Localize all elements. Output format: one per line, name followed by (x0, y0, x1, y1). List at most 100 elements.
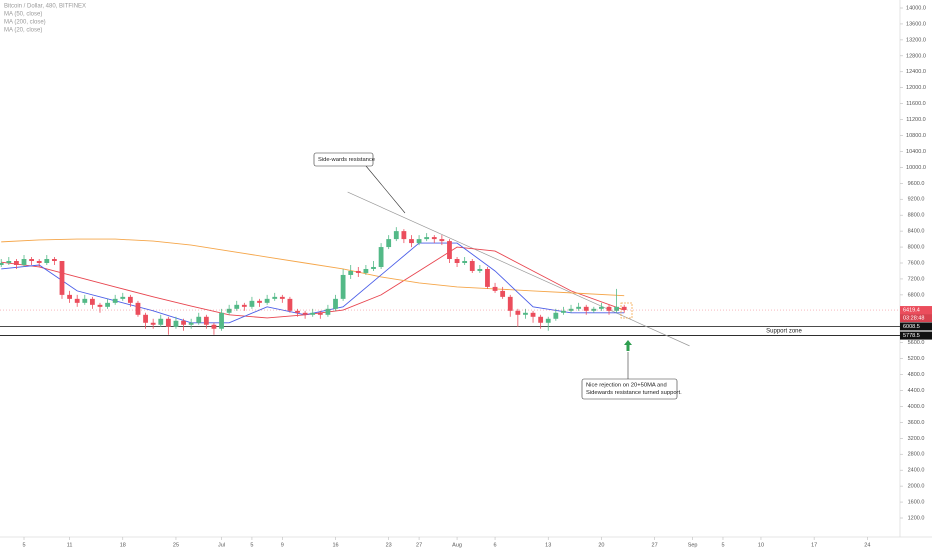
candle-body (469, 261, 475, 271)
candle-body (355, 270, 361, 273)
candle-body (51, 259, 57, 262)
candle-body (431, 237, 437, 240)
candle-body (545, 318, 551, 323)
last-price-label: 6419.4 (903, 307, 920, 313)
legend-entry: MA (50, close) (4, 12, 42, 18)
candle-body (158, 318, 164, 325)
y-tick-label: 8800.0 (908, 213, 925, 219)
countdown-bg (900, 314, 932, 323)
candle-body (515, 310, 521, 315)
y-tick-label: 10400.0 (906, 149, 926, 155)
candle-body (127, 296, 133, 303)
y-tick-label: 1600.0 (908, 500, 925, 506)
y-tick-label: 3600.0 (908, 420, 925, 426)
candle-body (591, 308, 597, 311)
candle-body (295, 310, 300, 313)
x-tick-label: 5 (721, 542, 724, 548)
y-tick-label: 11600.0 (906, 101, 925, 107)
candle-body (424, 237, 430, 240)
y-tick-label: 5600.0 (908, 340, 925, 346)
y-tick-label: 2800.0 (908, 452, 925, 458)
candle-body (439, 239, 445, 242)
annotation-box (313, 152, 374, 167)
candle-body (188, 322, 194, 325)
candle-body (165, 318, 171, 327)
legend-entry: MA (200, close) (4, 20, 46, 26)
candle-body (583, 306, 589, 311)
candle-body (302, 312, 308, 315)
candle-body (59, 261, 65, 295)
x-tick-label: 16 (332, 542, 338, 548)
candle-body (143, 314, 148, 323)
candle-body (234, 304, 240, 309)
candle-body (272, 296, 278, 299)
candle-body (447, 241, 452, 260)
x-tick-label: 11 (67, 542, 73, 548)
x-tick-label: 6 (494, 542, 497, 548)
support-label: Support zone (766, 329, 802, 335)
candle-body (317, 312, 323, 315)
candle-body (120, 296, 126, 299)
chart-title: Bitcoin / Dollar, 480, BITFINEX (4, 4, 86, 10)
y-tick-label: 12000.0 (906, 85, 926, 91)
candle-body (576, 306, 582, 309)
candle-body (401, 231, 407, 240)
candle-body (614, 306, 620, 311)
candle-body (82, 298, 88, 303)
candle-body (173, 320, 179, 327)
price-label-bg (900, 306, 932, 315)
candle-body (409, 239, 414, 244)
x-tick-label: Jul (218, 542, 225, 548)
y-tick-label: 6800.0 (908, 292, 925, 298)
candle-body (89, 298, 95, 305)
candle-body (485, 268, 490, 287)
callout-line (365, 165, 406, 214)
candle-body (492, 286, 498, 291)
candle-body (14, 261, 19, 265)
candle-body (378, 247, 384, 267)
y-tick-label: 7200.0 (908, 276, 925, 282)
x-tick-label: 27 (652, 542, 658, 548)
y-tick-label: 4000.0 (908, 404, 925, 410)
y-tick-label: 12800.0 (906, 53, 926, 59)
candle-body (196, 316, 202, 323)
y-tick-label: 11200.0 (906, 117, 925, 123)
candle-body (507, 296, 513, 311)
y-tick-label: 14000.0 (906, 5, 926, 11)
x-tick-label: 20 (598, 542, 604, 548)
candle-body (599, 306, 604, 309)
annotation-text: Sidewards resistance turned support. (586, 390, 682, 396)
y-tick-label: 2400.0 (908, 468, 925, 474)
candle-body (226, 308, 232, 313)
candle-body (371, 266, 376, 269)
candle-body (249, 300, 255, 307)
candle-body (211, 324, 217, 329)
candle-body (477, 268, 483, 271)
x-tick-label: 27 (416, 542, 422, 548)
x-tick-label: 25 (173, 542, 179, 548)
y-tick-label: 9600.0 (908, 181, 925, 187)
x-tick-label: 18 (120, 542, 126, 548)
candle-body (29, 259, 35, 262)
candle-body (74, 298, 80, 303)
x-tick-label: 9 (281, 542, 284, 548)
candle-body (6, 261, 12, 263)
candle-body (340, 274, 346, 299)
candle-body (310, 312, 316, 315)
legend-entry: MA (20, close) (4, 28, 42, 34)
x-tick-label: 24 (864, 542, 870, 548)
y-tick-label: 13200.0 (906, 37, 926, 43)
candle-body (44, 259, 50, 263)
x-tick-label: Sep (688, 542, 698, 548)
y-tick-label: 12400.0 (906, 69, 926, 75)
candle-body (363, 268, 369, 273)
y-tick-label: 4800.0 (908, 372, 925, 378)
candle-body (21, 259, 27, 265)
candle-body (105, 302, 110, 307)
support-price-label: 5778.5 (903, 333, 920, 339)
trendline (347, 191, 690, 347)
candle-body (67, 294, 72, 299)
candle-body (325, 308, 331, 315)
